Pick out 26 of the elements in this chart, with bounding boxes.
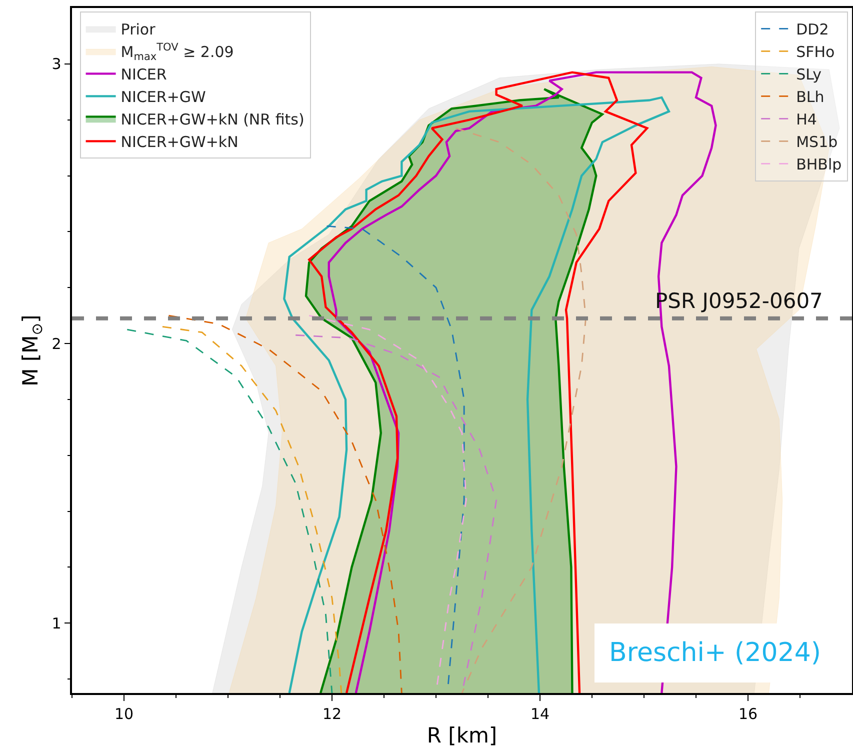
legend-label: BHBlp <box>796 156 842 174</box>
legend-label: NICER <box>120 66 167 84</box>
x-tick-label: 14 <box>530 704 550 723</box>
x-axis-title: R [km] <box>426 723 498 748</box>
legend-label: NICER+GW <box>120 88 206 106</box>
line-series <box>162 326 342 693</box>
legend-label: MS1b <box>796 133 838 152</box>
x-tick-label: 16 <box>738 704 758 723</box>
legend-label: NICER+GW+kN (NR fits) <box>120 110 304 129</box>
x-tick-label: 10 <box>114 704 134 723</box>
line-series <box>455 128 586 693</box>
legend-label: NICER+GW+kN <box>120 133 238 152</box>
line-series <box>168 314 402 693</box>
line-series <box>126 328 333 693</box>
legend-label: SFHo <box>796 43 835 62</box>
y-tick-label: 3 <box>52 55 62 74</box>
y-tick-label: 1 <box>52 614 62 632</box>
legend-label: SLy <box>796 66 822 84</box>
legend-label: H4 <box>796 110 817 129</box>
y-tick-label: 2 <box>52 334 62 353</box>
legend-label: Prior <box>120 20 156 39</box>
legend-label: BLh <box>796 88 824 106</box>
annotation: Breschi+ (2024) <box>609 638 821 668</box>
legend-label: DD2 <box>796 20 829 39</box>
x-tick-label: 12 <box>322 704 342 723</box>
legend-label: M$_{max}$$^{TOV}$ ≥ 2.09 <box>120 42 234 64</box>
